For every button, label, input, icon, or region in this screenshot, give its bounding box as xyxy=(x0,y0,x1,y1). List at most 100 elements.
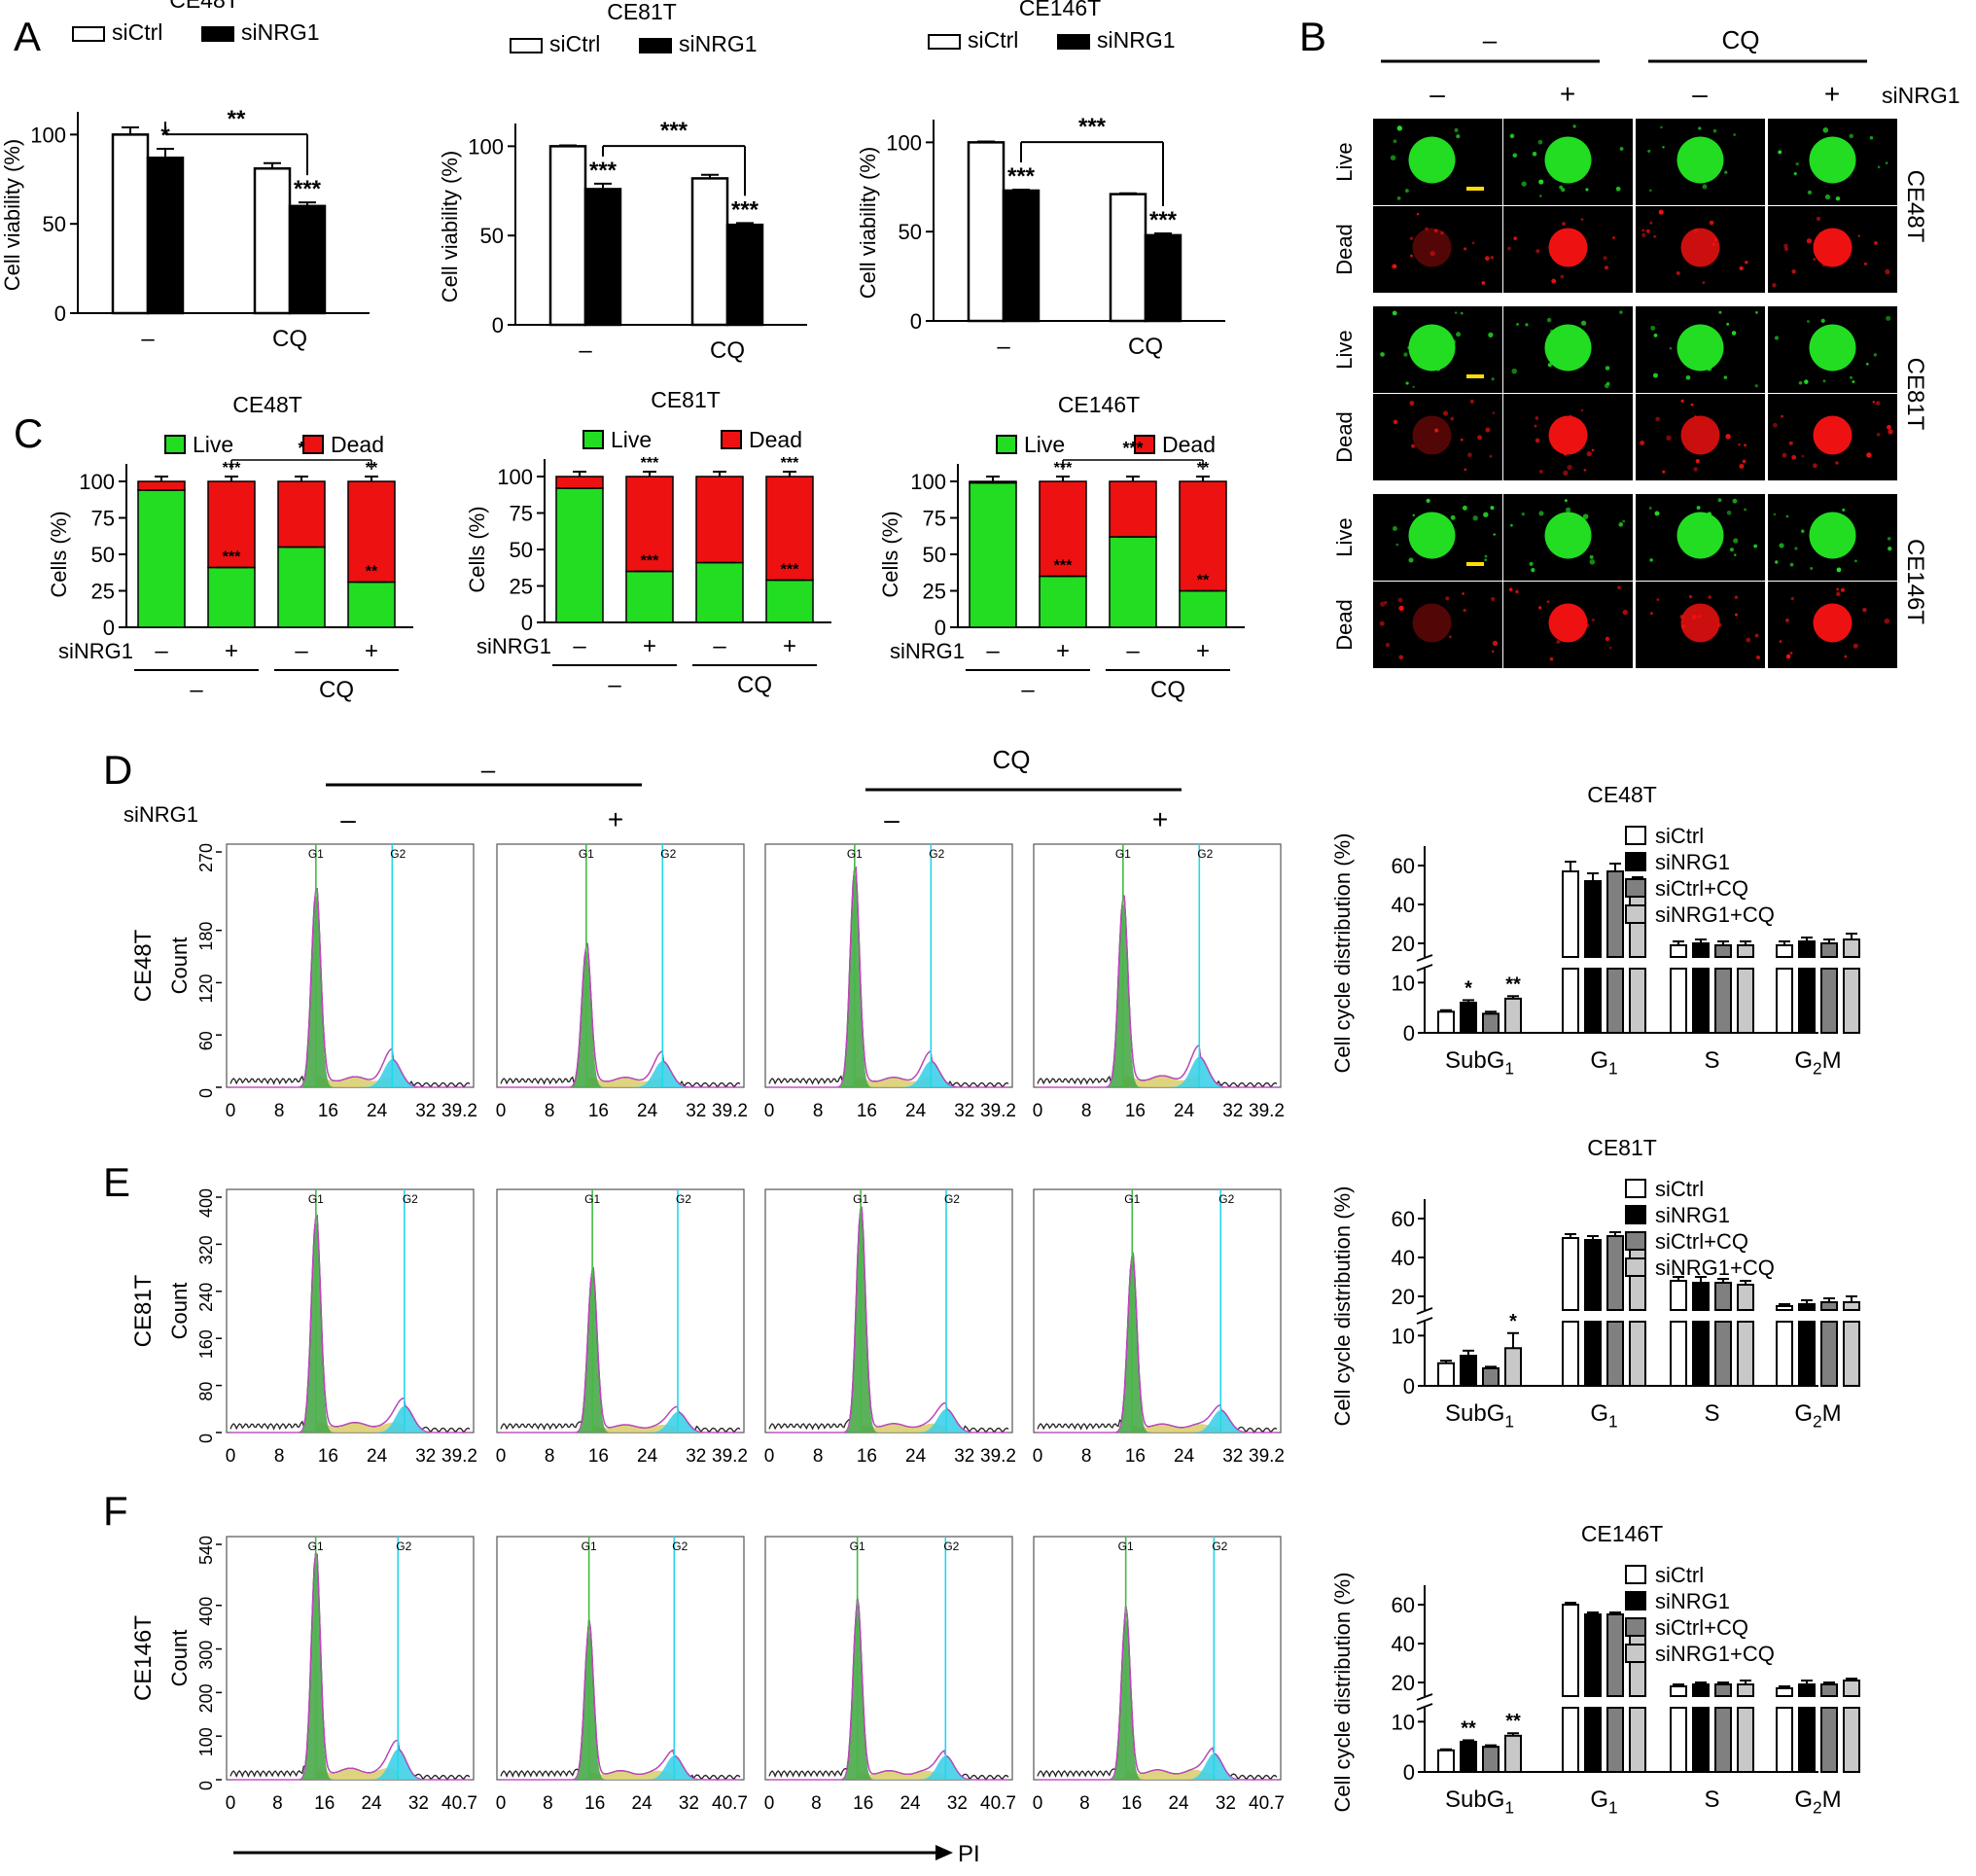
fluorescent-speck xyxy=(1791,454,1797,460)
g1-marker-label: G1 xyxy=(853,1192,868,1206)
sinrg1-state-label: – xyxy=(884,804,900,834)
sinrg1-state-label: + xyxy=(1560,79,1575,109)
fluorescent-speck xyxy=(1676,270,1680,275)
histogram-frame xyxy=(226,1536,475,1781)
fluorescent-speck xyxy=(1697,615,1702,619)
fluorescent-speck xyxy=(1547,363,1552,368)
fluorescent-speck xyxy=(1835,461,1839,465)
legend-sinrg1-label: siNRG1 xyxy=(1097,27,1176,53)
g1-peak-area xyxy=(769,1209,1008,1433)
bar-sictrl-1-lower xyxy=(1562,1707,1579,1773)
y-tick-label: 270 xyxy=(196,843,216,872)
fluorescent-speck xyxy=(1525,323,1529,327)
y-tick-label: 75 xyxy=(510,502,533,526)
bar-sictrl-cq-2-upper xyxy=(1714,944,1732,958)
g1-marker-label: G1 xyxy=(1124,1192,1140,1206)
fluorescent-speck xyxy=(1441,147,1445,151)
bar-sictrl-cq-1-upper xyxy=(1606,870,1624,958)
x-tick-label: 0 xyxy=(1033,1101,1043,1121)
x-tick-label: 40.7 xyxy=(441,1793,477,1814)
bar-sinrg1-2-lower xyxy=(1692,968,1710,1034)
sinrg1-state-label: + xyxy=(1824,79,1840,109)
bar-sinrg1-1-upper xyxy=(1584,880,1602,958)
g1-marker-label: G1 xyxy=(308,1192,324,1206)
fluorescent-speck xyxy=(1688,594,1693,599)
bar-dead-0 xyxy=(137,480,186,491)
fluorescent-speck xyxy=(1773,513,1777,516)
fluorescent-speck xyxy=(1649,221,1653,225)
fluorescent-speck xyxy=(1785,514,1789,518)
fluorescent-speck xyxy=(1836,567,1842,573)
fluorescent-speck xyxy=(1775,560,1779,564)
axis-break-mark xyxy=(1416,964,1433,972)
g2-marker-label: G2 xyxy=(403,1192,418,1206)
x-tick-label: 32 xyxy=(1222,1446,1243,1467)
significance-stars: *** xyxy=(641,455,659,472)
live-cell-spheroid xyxy=(1408,512,1456,559)
bar-sictrl-cq-0 xyxy=(1482,1012,1500,1035)
fluorescent-speck xyxy=(1652,372,1658,378)
raw-histogram-line xyxy=(768,866,1009,1089)
legend-swatch xyxy=(1625,826,1646,845)
histogram-frame xyxy=(496,1536,745,1781)
x-tick-label: 24 xyxy=(637,1101,658,1121)
fluorescent-speck xyxy=(1513,236,1517,240)
fluorescent-speck xyxy=(1724,170,1728,174)
live-cell-spheroid xyxy=(1809,512,1856,559)
bar-sictrl-2-upper xyxy=(1670,1685,1687,1697)
dead-cell-spheroid xyxy=(1813,228,1852,267)
s-phase-area xyxy=(1038,1769,1277,1780)
stain-row-label: Dead xyxy=(1332,224,1357,275)
fluorescent-speck xyxy=(1774,336,1780,340)
significance-stars: * xyxy=(160,123,170,149)
legend-sictrl-label: siCtrl xyxy=(549,31,600,56)
legend-dead-label: Dead xyxy=(1162,432,1216,457)
fluorescent-speck xyxy=(1641,229,1645,232)
bar-sictrl-cq-3-lower xyxy=(1820,1707,1838,1773)
g2-peak-area xyxy=(769,1755,1008,1780)
g2-marker-label: G2 xyxy=(1218,1192,1234,1206)
group-label: CQ xyxy=(319,677,354,703)
fluorescent-speck xyxy=(1669,346,1673,350)
g1-peak-area xyxy=(501,1627,740,1780)
fluorescent-speck xyxy=(1576,156,1580,159)
x-tick-label: 0 xyxy=(496,1793,507,1814)
bar-dead-3 xyxy=(1179,480,1227,592)
stain-row-label: Dead xyxy=(1332,599,1357,651)
y-tick-label: 10 xyxy=(1392,1324,1415,1348)
inner-stars: ** xyxy=(1197,573,1210,589)
fluorescent-speck xyxy=(1848,151,1853,157)
y-tick-label: 100 xyxy=(196,1727,216,1756)
fluorescent-speck xyxy=(1698,126,1702,130)
fluorescent-speck xyxy=(1622,609,1628,616)
x-category-label: – xyxy=(997,334,1010,360)
g1-peak-area xyxy=(230,891,470,1087)
pi-arrow-head xyxy=(935,1845,953,1860)
x-tick-label: 32 xyxy=(679,1793,699,1814)
legend-swatch xyxy=(1625,1565,1646,1584)
fluorescent-speck xyxy=(1650,325,1656,331)
g2-marker-label: G2 xyxy=(1197,847,1213,861)
legend-sinrg1-label: siNRG1 xyxy=(679,31,758,56)
g2-peak-area xyxy=(501,1411,740,1433)
fluorescent-speck xyxy=(1641,232,1646,238)
fluorescent-speck xyxy=(1648,506,1652,510)
fluorescent-speck xyxy=(1582,513,1589,519)
x-tick-label: 24 xyxy=(905,1446,927,1467)
bar-sinrg1-2-lower xyxy=(1692,1707,1710,1773)
fluorescent-speck xyxy=(1484,554,1488,558)
x-tick-label: 32 xyxy=(1222,1101,1243,1121)
fluorescent-speck xyxy=(1379,620,1385,626)
fluorescent-speck xyxy=(1784,618,1790,622)
fluorescent-speck xyxy=(1726,322,1730,326)
g2-marker-label: G2 xyxy=(676,1192,691,1206)
fluorescent-speck xyxy=(1451,338,1457,345)
g2-peak-area xyxy=(769,1408,1008,1433)
axis-break-mark xyxy=(1416,954,1433,962)
y-tick-label: 50 xyxy=(899,220,922,244)
inner-stars: *** xyxy=(223,549,241,566)
fluorescent-speck xyxy=(1562,343,1567,347)
fluorescent-speck xyxy=(1412,385,1415,389)
fluorescent-speck xyxy=(1509,133,1515,139)
g1-peak-area xyxy=(1038,1613,1277,1780)
